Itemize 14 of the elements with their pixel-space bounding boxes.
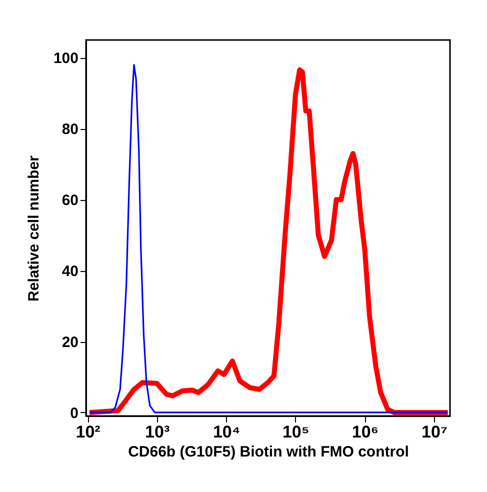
y-tick-label: 80 xyxy=(62,121,78,138)
x-axis-title: CD66b (G10F5) Biotin with FMO control xyxy=(128,444,409,460)
x-tick-label: 10³ xyxy=(145,422,170,442)
x-tick-label: 10² xyxy=(76,422,101,442)
y-axis-title: Relative cell number xyxy=(25,155,42,302)
y-tick-label: 60 xyxy=(62,192,78,210)
y-tick-label: 0 xyxy=(70,404,78,422)
x-tick-label: 10⁴ xyxy=(212,422,240,442)
y-tick-label: 20 xyxy=(62,334,78,352)
x-tick-label: 10⁶ xyxy=(352,422,379,442)
y-tick-label: 100 xyxy=(53,50,78,68)
x-tick-label: 10⁷ xyxy=(422,422,448,442)
y-tick-label: 40 xyxy=(62,263,78,280)
x-tick-label: 10⁵ xyxy=(282,422,310,442)
